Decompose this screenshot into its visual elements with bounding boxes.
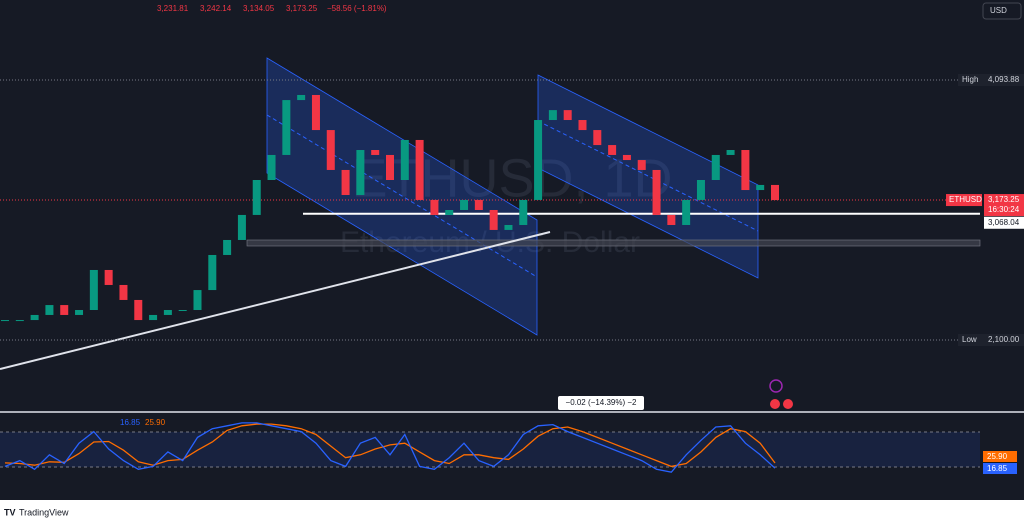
candle bbox=[415, 139, 424, 200]
candle bbox=[326, 130, 335, 170]
high-value: 4,093.88 bbox=[988, 75, 1020, 84]
countdown: 16:30:24 bbox=[988, 205, 1020, 214]
stoch-k-line bbox=[4, 422, 776, 473]
candle bbox=[341, 169, 350, 195]
ohlc-change: −58.56 (−1.81%) bbox=[327, 4, 387, 13]
trend-line bbox=[0, 231, 551, 370]
high-tag bbox=[958, 74, 1024, 86]
channel-midline bbox=[537, 120, 759, 232]
candle bbox=[15, 320, 24, 322]
stoch-d-tag bbox=[983, 451, 1017, 462]
candle bbox=[460, 199, 469, 210]
candle bbox=[519, 199, 528, 225]
candle bbox=[563, 110, 572, 121]
candle bbox=[119, 284, 128, 300]
footer-logo: TradingView bbox=[19, 507, 69, 517]
support-zone bbox=[246, 239, 981, 247]
currency[interactable]: USD bbox=[990, 6, 1007, 15]
event-icon[interactable] bbox=[770, 399, 780, 409]
candle bbox=[1, 320, 9, 322]
stoch-band bbox=[0, 432, 980, 467]
candle bbox=[371, 150, 380, 155]
candle bbox=[622, 154, 631, 161]
candle bbox=[178, 310, 187, 312]
osc-layer bbox=[4, 422, 776, 473]
symbol-tag bbox=[946, 194, 982, 207]
stoch-d-legend: 25.90 bbox=[145, 418, 166, 427]
candle bbox=[134, 299, 143, 321]
ohlc-close: 3,173.25 bbox=[286, 4, 318, 13]
candle bbox=[771, 184, 779, 201]
candle bbox=[637, 160, 646, 170]
candle bbox=[430, 199, 439, 215]
measure-box bbox=[558, 396, 644, 410]
candle bbox=[711, 154, 720, 181]
candle bbox=[593, 130, 602, 146]
candle bbox=[163, 310, 172, 315]
level-value: 3,068.04 bbox=[988, 218, 1020, 227]
candle bbox=[223, 239, 232, 255]
stoch-k-tag-text: 16.85 bbox=[987, 464, 1008, 473]
ohlc-open: 3,231.81 bbox=[157, 4, 189, 13]
measure-label: −0.02 (−14.39%) −2 bbox=[566, 398, 637, 407]
candle bbox=[45, 305, 54, 315]
level-tag bbox=[984, 216, 1024, 229]
candle bbox=[696, 180, 705, 200]
candle bbox=[297, 94, 306, 101]
last-price-value: 3,173.25 bbox=[988, 195, 1020, 204]
candle bbox=[741, 150, 750, 191]
candle bbox=[237, 214, 246, 240]
candle bbox=[548, 110, 557, 121]
candle bbox=[400, 139, 409, 181]
event-icon[interactable] bbox=[783, 399, 793, 409]
channel-midline bbox=[266, 114, 538, 278]
stoch-d-line bbox=[4, 423, 776, 468]
currency-button[interactable] bbox=[982, 2, 1022, 20]
candle bbox=[356, 150, 365, 195]
candle bbox=[30, 314, 39, 321]
candle bbox=[578, 120, 587, 131]
candle bbox=[149, 314, 158, 321]
candle bbox=[489, 209, 498, 230]
candle bbox=[504, 224, 513, 230]
candle bbox=[682, 199, 691, 225]
candle bbox=[534, 120, 543, 200]
logo-mark: TV bbox=[4, 507, 16, 517]
candle bbox=[252, 180, 261, 215]
low-value: 2,100.00 bbox=[988, 335, 1020, 344]
candle bbox=[208, 254, 217, 291]
stoch-k-legend: 16.85 bbox=[120, 418, 141, 427]
candle bbox=[193, 290, 202, 311]
candle bbox=[282, 100, 291, 155]
symbol-tag-text: ETHUSD bbox=[949, 195, 982, 204]
last-price-tag bbox=[984, 194, 1024, 217]
candle bbox=[104, 269, 113, 285]
candle bbox=[756, 184, 765, 191]
candle bbox=[726, 150, 735, 155]
event-icon[interactable] bbox=[769, 379, 783, 393]
candle bbox=[60, 305, 69, 315]
candle bbox=[386, 154, 394, 181]
price-layer: High 4,093.88 Low 2,100.00 ETHUSD 3,173.2516:… bbox=[0, 74, 1024, 346]
high-caption: High bbox=[962, 75, 978, 84]
candle bbox=[608, 145, 617, 155]
low-caption: Low bbox=[962, 335, 977, 344]
low-tag bbox=[958, 334, 1024, 346]
candle bbox=[445, 209, 454, 215]
candle bbox=[89, 269, 98, 311]
chart-background bbox=[0, 0, 1024, 500]
ohlc-high: 3,242.14 bbox=[200, 4, 232, 13]
candle bbox=[474, 199, 483, 210]
stoch-k-tag bbox=[983, 463, 1017, 474]
candle bbox=[75, 310, 84, 315]
candle bbox=[667, 214, 676, 225]
ohlc-low: 3,134.05 bbox=[243, 4, 275, 13]
candle bbox=[311, 94, 320, 131]
candle bbox=[652, 169, 661, 215]
stoch-d-tag-text: 25.90 bbox=[987, 452, 1008, 461]
candle bbox=[267, 154, 276, 181]
